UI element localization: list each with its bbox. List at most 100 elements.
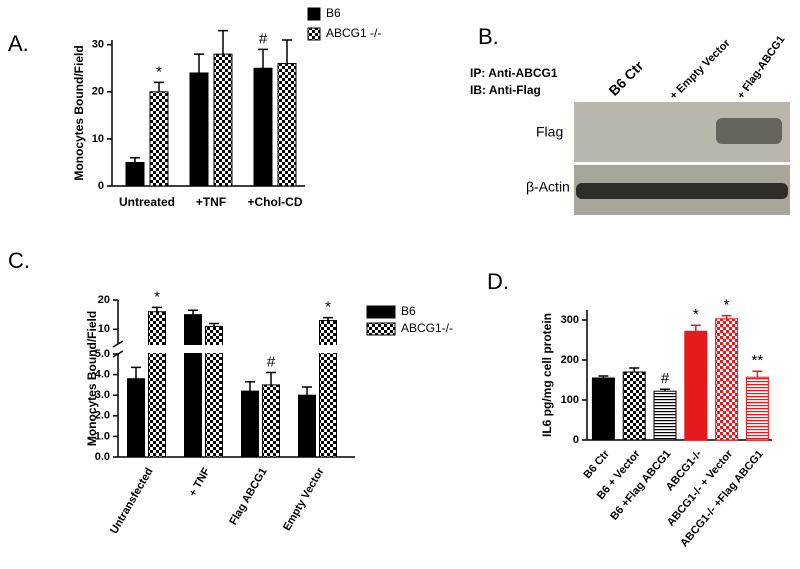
axis-break-gap [204, 345, 224, 353]
axis-break-gap [147, 345, 167, 353]
annotation: * [154, 288, 160, 305]
lane-label: B6 Ctr [605, 57, 646, 98]
annotation: * [693, 306, 699, 323]
bar [149, 91, 169, 187]
y-tick-label: 1.0 [95, 430, 110, 442]
legend-swatch [307, 7, 321, 21]
y-axis-label: Monocytes Bound/Field [85, 311, 99, 446]
y-tick-label: 0 [573, 434, 579, 446]
legend-swatch [366, 305, 396, 319]
error-bar [690, 324, 701, 332]
error-bar [188, 309, 198, 315]
bar [241, 390, 259, 458]
y-tick-label: 20 [92, 86, 104, 98]
bar [189, 72, 209, 187]
error-bar [282, 39, 292, 64]
y-tick-label: 2.0 [95, 410, 110, 422]
bar [319, 320, 337, 458]
error-bar [752, 370, 763, 378]
annotation: # [661, 370, 670, 387]
bar [148, 311, 166, 458]
x-tick-label: +Chol-CD [248, 195, 303, 209]
lane-label: + Flag-ABCG1 [735, 34, 787, 102]
bar [715, 318, 739, 441]
lane-label: + Empty Vector [668, 37, 733, 102]
error-bar [660, 388, 670, 392]
bar [591, 377, 615, 441]
axis-break-gap [183, 345, 203, 353]
panel-label: B. [478, 24, 499, 49]
error-bar [209, 322, 219, 327]
error-bar [721, 314, 732, 319]
y-tick-label: 4.0 [95, 369, 110, 381]
bar [184, 314, 202, 458]
panel-label: C. [8, 248, 30, 273]
bar [277, 63, 297, 187]
bar [684, 330, 708, 441]
x-tick-label: Empty Vector [281, 465, 327, 533]
annotation: * [156, 63, 162, 80]
ip-label: IP: Anti-ABCG1 [470, 66, 558, 80]
x-tick-label: Untreated [119, 195, 175, 209]
bar [262, 384, 280, 458]
blot-panel: B. IP: Anti-ABCG1 IB: Anti-Flag B6 Ctr +… [470, 24, 790, 215]
y-tick-label: 10 [92, 133, 104, 145]
bar [653, 390, 677, 441]
y-tick-label: 0 [98, 180, 104, 192]
x-tick-label: Flag ABCG1 [227, 466, 269, 527]
ib-label: IB: Anti-Flag [470, 83, 541, 97]
bar [622, 371, 646, 441]
annotation: # [267, 354, 276, 371]
error-bar [266, 371, 276, 385]
bar [298, 394, 316, 458]
error-bar [245, 381, 255, 392]
legend-swatch [307, 27, 321, 41]
error-bar [258, 48, 268, 69]
error-bar [629, 367, 640, 372]
x-tick-label: +TNF [196, 195, 226, 209]
y-tick-label: 5.0 [95, 348, 110, 360]
row-label: β-Actin [526, 179, 570, 195]
y-tick-label: 30 [92, 39, 104, 51]
x-tick-label: Untransfected [108, 466, 155, 536]
bar [213, 53, 233, 187]
x-tick-label: + TNF [187, 466, 213, 499]
error-bar [152, 306, 162, 312]
annotation: ** [752, 352, 764, 369]
bar [127, 378, 145, 458]
y-tick-label: 100 [561, 394, 579, 406]
legend-label: B6 [326, 6, 341, 20]
error-bar [598, 375, 609, 378]
legend-label: B6 [401, 304, 416, 318]
panel-label: A. [8, 31, 29, 56]
y-tick-label: 0.0 [95, 451, 110, 463]
y-tick-label: 300 [561, 314, 579, 326]
error-bar [131, 366, 141, 379]
annotation: # [259, 30, 268, 47]
error-bar [323, 316, 333, 321]
legend-swatch [366, 322, 396, 336]
error-bar [194, 53, 204, 73]
legend-label: ABCG1-/- [401, 321, 453, 335]
axis-break-gap [318, 345, 338, 353]
annotation: * [724, 297, 730, 314]
error-bar [130, 156, 140, 163]
bar [125, 161, 145, 187]
y-tick-label: 3.0 [95, 389, 110, 401]
y-tick-label: 20 [98, 294, 110, 306]
annotation: * [325, 299, 331, 316]
legend-label: ABCG1 -/- [326, 26, 381, 40]
row-label: Flag [536, 124, 563, 140]
error-bar [218, 29, 228, 55]
y-axis-label: Monocytes Bound/Field [72, 45, 86, 180]
x-tick-label: B6 Ctr [582, 448, 613, 482]
y-tick-label: 200 [561, 354, 579, 366]
bar [253, 67, 273, 187]
error-bar [154, 81, 164, 92]
bar [745, 376, 769, 441]
band [716, 118, 782, 144]
panel-label: D. [487, 269, 509, 294]
band [576, 183, 788, 199]
y-tick-label: 10 [98, 323, 110, 335]
